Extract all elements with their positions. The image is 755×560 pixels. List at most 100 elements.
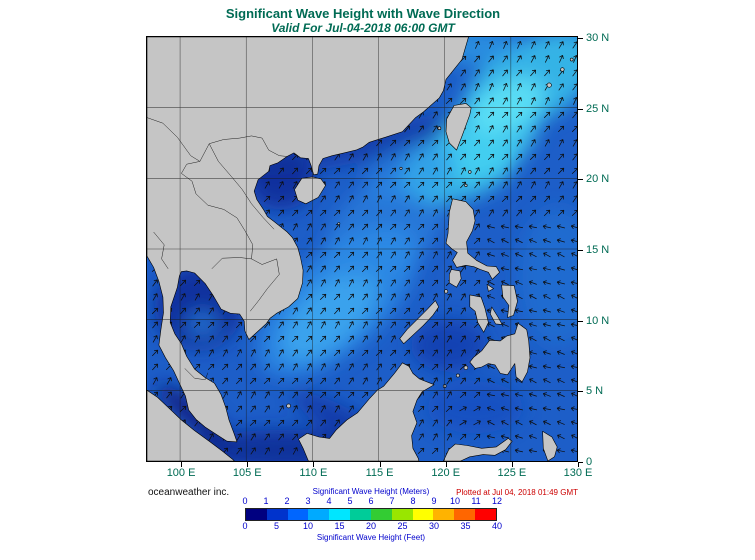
- legend-color-segment: [391, 509, 413, 520]
- lat-tick-label: 25 N: [586, 102, 610, 115]
- lat-tick-label: 5 N: [586, 385, 604, 398]
- legend-meters-tick: 12: [491, 496, 503, 506]
- legend-feet-ticks: 0 5 10 15 20 25 30 35 40: [242, 521, 502, 531]
- legend-color-segment: [454, 509, 476, 520]
- landmass-halmahera: [542, 431, 558, 462]
- legend-feet-tick: 25: [397, 521, 408, 531]
- lon-tick-label: 105 E: [232, 467, 262, 479]
- lon-tick-mark: [511, 462, 513, 467]
- lat-tick-label: 15 N: [586, 244, 610, 256]
- graticule-grid: [147, 37, 578, 462]
- landmass-palawan: [399, 300, 440, 345]
- legend-color-segment: [433, 509, 455, 520]
- landmass-sulawesi: [443, 438, 513, 462]
- landmass-cebu: [490, 307, 503, 326]
- land-layer: [147, 37, 574, 462]
- landmass-taiwan: [446, 103, 472, 151]
- landmass-borneo: [298, 362, 435, 462]
- lon-tick-mark: [445, 462, 447, 467]
- legend-meters-tick: 11: [471, 496, 481, 506]
- legend-meters-tick: 4: [326, 496, 332, 506]
- small-island: [464, 365, 469, 371]
- lat-tick-label: 0: [586, 456, 593, 468]
- legend-color-segment: [412, 509, 434, 520]
- legend-meters-tick: 3: [305, 496, 311, 506]
- landmass-hainan: [294, 177, 327, 205]
- landmass-samar: [501, 285, 519, 319]
- wave-map-canvas: [146, 36, 579, 463]
- lat-tick-label: 10 N: [586, 314, 610, 327]
- small-island: [570, 58, 574, 62]
- legend-meters-tick: 10: [449, 496, 461, 506]
- lon-tick-mark: [578, 462, 579, 467]
- landmass-mainland: [147, 37, 470, 443]
- legend-meters-tick: 5: [347, 496, 353, 506]
- legend-color-segment: [350, 509, 371, 520]
- legend-meters-tick: 2: [284, 496, 290, 506]
- lat-tick-label: 30 N: [586, 32, 610, 44]
- legend-feet-tick: 0: [242, 521, 248, 531]
- legend-feet-tick: 40: [491, 521, 503, 531]
- legend-feet-tick: 20: [365, 521, 377, 531]
- credit-text: oceanweather inc.: [148, 487, 230, 498]
- landmass-panay: [469, 295, 490, 334]
- small-island: [468, 170, 472, 175]
- legend-feet-tick: 30: [428, 521, 440, 531]
- small-island: [399, 167, 403, 171]
- lat-tick-mark: [578, 108, 583, 110]
- lon-tick-mark: [313, 462, 315, 467]
- lon-tick-label: 115 E: [365, 467, 394, 479]
- lat-tick-mark: [578, 38, 583, 39]
- lat-tick-mark: [578, 179, 583, 181]
- legend-color-segment: [308, 509, 330, 520]
- small-island: [560, 67, 565, 73]
- landmass-mindanao: [469, 323, 531, 383]
- lon-tick-mark: [379, 462, 381, 467]
- legend-colorbar: [245, 508, 497, 521]
- legend-color-segment: [329, 509, 351, 520]
- small-island: [547, 83, 553, 89]
- lon-tick-label: 130 E: [563, 467, 593, 479]
- legend-feet-tick: 10: [302, 521, 314, 531]
- legend-meters-tick: 6: [368, 496, 374, 506]
- lat-tick-mark: [578, 250, 583, 251]
- legend-color-segment: [370, 509, 392, 520]
- lon-tick-mark: [247, 462, 249, 467]
- landmass-sumatra: [147, 390, 236, 462]
- lat-tick-label: 20 N: [586, 173, 610, 186]
- lat-tick-mark: [578, 391, 583, 393]
- lon-tick-label: 100 E: [166, 467, 196, 479]
- landmass-luzon: [446, 198, 501, 281]
- country-borders: [147, 117, 288, 381]
- small-island: [464, 184, 468, 188]
- legend-feet-tick: 15: [334, 521, 345, 531]
- legend-meters-ticks: 0 1 2 3 4 5 6 7 8 9 10 11 12: [242, 496, 502, 506]
- small-island: [286, 404, 292, 409]
- valid-time-subtitle: Valid For Jul-04-2018 06:00 GMT: [271, 21, 455, 35]
- legend-meters-tick: 1: [263, 496, 269, 506]
- lon-tick-label: 125 E: [497, 467, 527, 479]
- small-island: [438, 126, 442, 131]
- legend-color-segment: [246, 509, 267, 520]
- small-island: [444, 289, 449, 294]
- lat-tick-mark: [578, 320, 583, 322]
- legend-feet-tick: 5: [273, 521, 280, 531]
- legend-color-segment: [475, 509, 496, 520]
- lon-tick-label: 110 E: [299, 467, 328, 479]
- legend-color-segment: [266, 509, 288, 520]
- legend-feet-label: Significant Wave Height (Feet): [316, 533, 426, 542]
- map-svg: [147, 37, 578, 462]
- legend-color-segment: [287, 509, 309, 520]
- legend-meters-tick: 7: [389, 496, 395, 506]
- legend-meters-tick: 8: [410, 496, 416, 506]
- landmass-masbate: [487, 284, 495, 293]
- legend-meters-tick: 9: [431, 496, 437, 506]
- lon-tick-mark: [181, 462, 183, 467]
- page-title: Significant Wave Height with Wave Direct…: [225, 6, 501, 21]
- lat-tick-mark: [578, 462, 583, 463]
- legend-meters-tick: 0: [242, 496, 248, 506]
- small-island: [337, 222, 341, 226]
- legend-meters-label: Significant Wave Height (Meters): [312, 487, 430, 496]
